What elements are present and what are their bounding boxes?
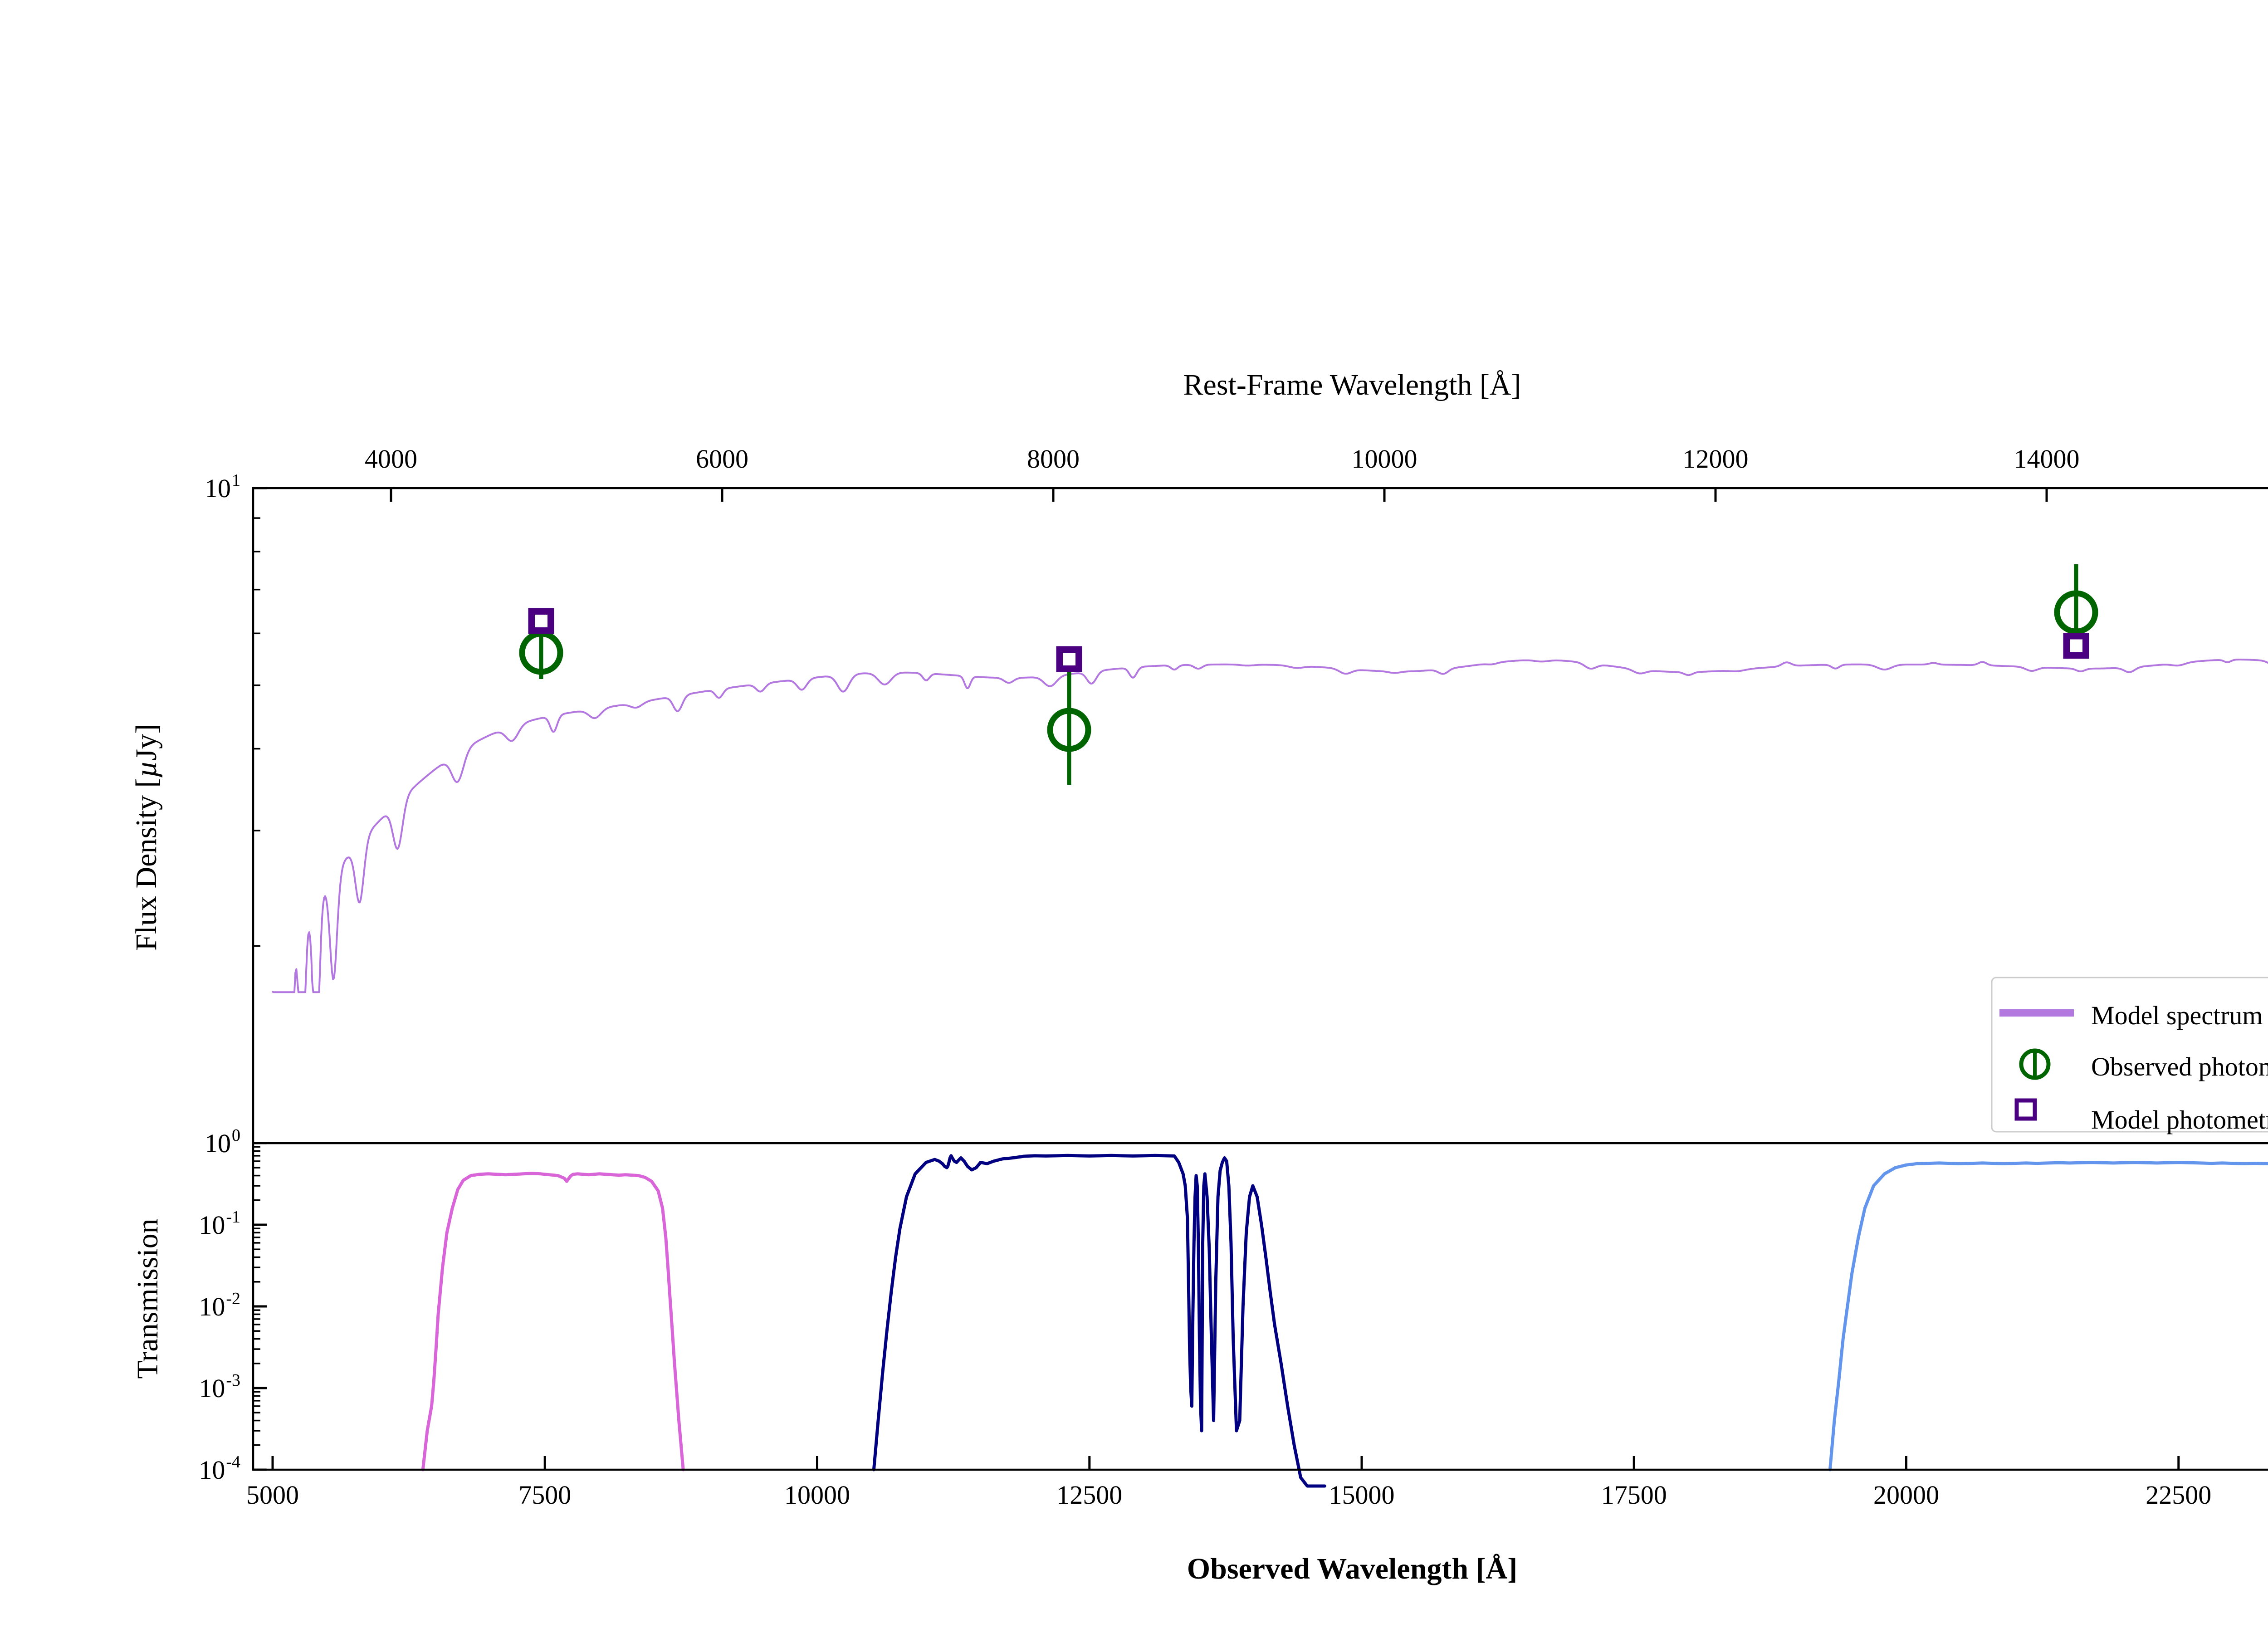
svg-text:Observed Wavelength [Å]: Observed Wavelength [Å] [1187,1552,1517,1585]
svg-text:20000: 20000 [1873,1480,1939,1510]
svg-text:17500: 17500 [1601,1480,1667,1510]
svg-text:12500: 12500 [1056,1480,1122,1510]
svg-text:15000: 15000 [1329,1480,1395,1510]
svg-text:Model photometry: Model photometry [2091,1105,2268,1134]
svg-text:4000: 4000 [365,444,417,474]
svg-text:Observed photometry: Observed photometry [2091,1052,2268,1081]
svg-text:10000: 10000 [1352,444,1418,474]
svg-text:22500: 22500 [2146,1480,2211,1510]
svg-text:7500: 7500 [518,1480,571,1510]
svg-text:8000: 8000 [1027,444,1080,474]
svg-text:10000: 10000 [784,1480,850,1510]
svg-text:5000: 5000 [246,1480,299,1510]
svg-text:6000: 6000 [696,444,748,474]
svg-text:12000: 12000 [1683,444,1749,474]
svg-text:Transmission: Transmission [131,1218,164,1379]
svg-text:Rest-Frame Wavelength [Å]: Rest-Frame Wavelength [Å] [1183,368,1521,401]
svg-text:Model spectrum: Model spectrum [2091,1001,2263,1030]
svg-text:Flux Density [µJy]: Flux Density [µJy] [130,724,163,951]
svg-text:14000: 14000 [2014,444,2080,474]
